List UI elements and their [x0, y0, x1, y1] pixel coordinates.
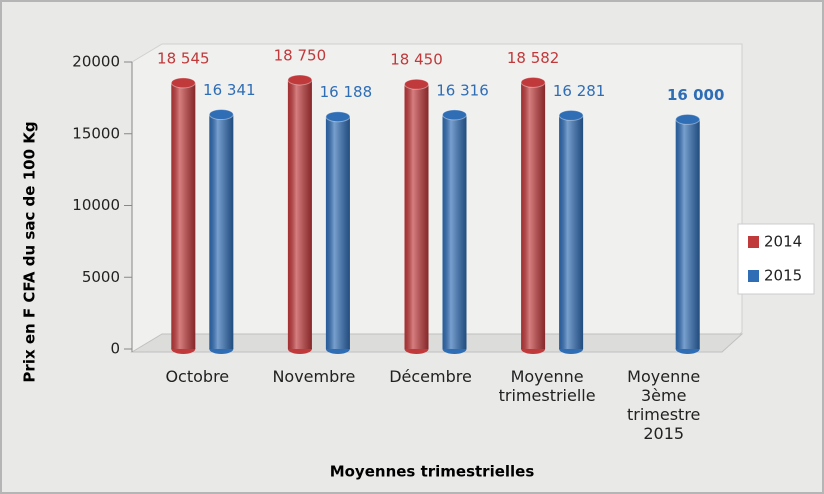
- bar-top: [325, 111, 351, 123]
- bar-shade: [287, 79, 312, 349]
- bar-top: [287, 74, 313, 86]
- bar: [170, 77, 196, 354]
- y-axis-title: Prix en F CFA du sac de 100 Kg: [21, 121, 39, 382]
- x-tick-label: Moyenne 3ème trimestre 2015: [626, 367, 701, 443]
- y-tick-label: 15000: [72, 124, 120, 142]
- bar: [287, 74, 313, 354]
- bar: [520, 76, 546, 354]
- bar-shade: [325, 116, 350, 349]
- legend-swatch: [748, 270, 759, 282]
- bar-top: [675, 113, 701, 125]
- data-label: 16 000: [667, 86, 724, 104]
- bar-shade: [404, 84, 429, 350]
- data-label: 16 341: [203, 81, 256, 99]
- bar-shade: [675, 119, 700, 350]
- legend-box: [737, 223, 815, 295]
- legend-label: 2015: [764, 267, 802, 285]
- data-label: 18 750: [274, 46, 327, 64]
- legend-label: 2014: [764, 233, 802, 251]
- legend-swatch: [748, 236, 759, 248]
- bar-shade: [442, 114, 467, 349]
- data-label: 18 545: [157, 49, 210, 67]
- y-tick-label: 20000: [72, 53, 120, 71]
- bar: [325, 111, 351, 354]
- data-label: 16 281: [553, 82, 606, 100]
- y-tick-label: 0: [110, 340, 120, 358]
- data-label: 16 316: [436, 81, 489, 99]
- x-tick-label: Décembre: [389, 367, 472, 386]
- bar-shade: [559, 115, 584, 350]
- x-axis-title: Moyennes trimestrielles: [330, 463, 535, 481]
- bar-shade: [209, 114, 234, 349]
- bar-shade: [521, 82, 546, 349]
- bar: [558, 109, 584, 354]
- bar-top: [404, 78, 429, 90]
- bar-shade: [171, 82, 196, 350]
- data-label: 18 450: [390, 51, 443, 69]
- bar: [404, 78, 429, 354]
- x-tick-label: Octobre: [165, 367, 230, 386]
- bar: [675, 113, 701, 354]
- bar: [208, 109, 234, 354]
- bar-top: [170, 77, 196, 89]
- y-tick-label: 10000: [72, 196, 120, 214]
- bar-top: [208, 109, 234, 121]
- bar-top: [558, 109, 584, 121]
- bar: [442, 109, 467, 354]
- x-tick-label: Novembre: [272, 367, 356, 386]
- data-label: 18 582: [507, 49, 560, 67]
- y-tick-label: 5000: [82, 268, 120, 286]
- bar-top: [442, 109, 467, 121]
- data-label: 16 188: [320, 83, 373, 101]
- x-tick-label: Moyenne trimestrielle: [498, 367, 596, 405]
- bar-top: [520, 76, 546, 88]
